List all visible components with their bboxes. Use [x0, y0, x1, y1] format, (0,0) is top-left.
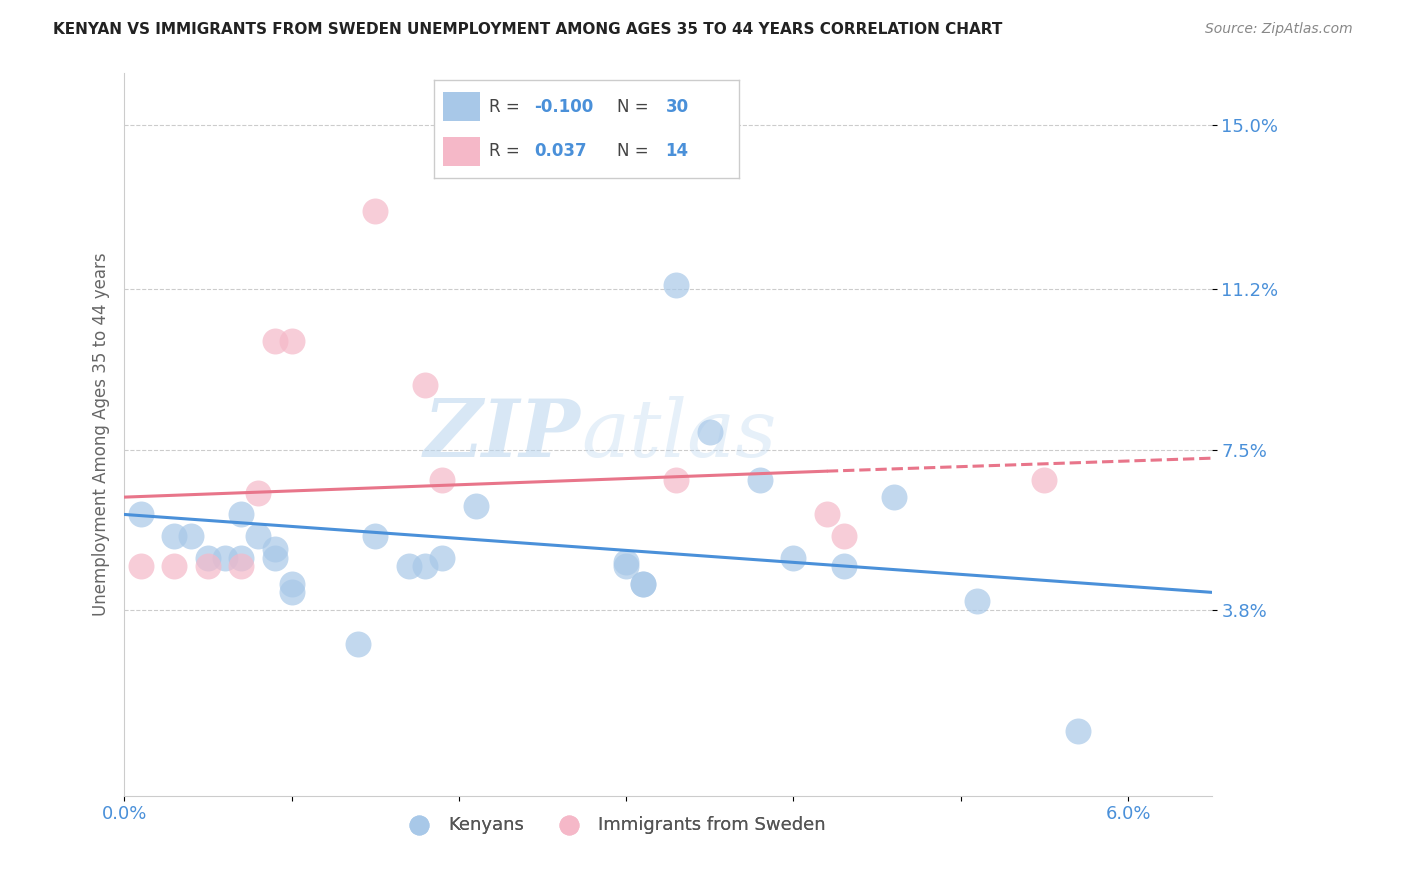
Point: [263, 334, 285, 349]
Point: [631, 576, 654, 591]
Point: [631, 576, 654, 591]
Point: [280, 585, 302, 599]
Point: [815, 508, 838, 522]
Point: [231, 550, 253, 565]
Point: [231, 508, 253, 522]
Point: [1067, 723, 1090, 738]
Point: [665, 278, 688, 293]
Point: [1033, 473, 1056, 487]
Point: [699, 425, 721, 440]
Point: [263, 550, 285, 565]
Point: [430, 550, 453, 565]
Text: KENYAN VS IMMIGRANTS FROM SWEDEN UNEMPLOYMENT AMONG AGES 35 TO 44 YEARS CORRELAT: KENYAN VS IMMIGRANTS FROM SWEDEN UNEMPLO…: [53, 22, 1002, 37]
Point: [415, 377, 437, 392]
Point: [247, 529, 270, 543]
Point: [832, 529, 855, 543]
Point: [247, 485, 270, 500]
Text: ZIP: ZIP: [425, 396, 581, 473]
Point: [398, 559, 420, 574]
Point: [415, 559, 437, 574]
Text: atlas: atlas: [581, 396, 776, 473]
Point: [129, 508, 152, 522]
Point: [883, 490, 905, 504]
Point: [614, 555, 637, 569]
Point: [214, 550, 236, 565]
Point: [782, 550, 804, 565]
Point: [749, 473, 772, 487]
Legend: Kenyans, Immigrants from Sweden: Kenyans, Immigrants from Sweden: [394, 808, 832, 841]
Point: [364, 204, 387, 219]
Point: [129, 559, 152, 574]
Point: [364, 529, 387, 543]
Point: [263, 542, 285, 557]
Point: [832, 559, 855, 574]
Point: [430, 473, 453, 487]
Point: [231, 559, 253, 574]
Point: [614, 559, 637, 574]
Point: [966, 594, 988, 608]
Point: [665, 473, 688, 487]
Point: [280, 334, 302, 349]
Point: [163, 559, 186, 574]
Y-axis label: Unemployment Among Ages 35 to 44 years: Unemployment Among Ages 35 to 44 years: [93, 252, 110, 616]
Point: [280, 576, 302, 591]
Point: [197, 550, 219, 565]
Point: [464, 499, 486, 513]
Point: [197, 559, 219, 574]
Point: [163, 529, 186, 543]
Point: [347, 637, 370, 651]
Point: [180, 529, 202, 543]
Text: Source: ZipAtlas.com: Source: ZipAtlas.com: [1205, 22, 1353, 37]
